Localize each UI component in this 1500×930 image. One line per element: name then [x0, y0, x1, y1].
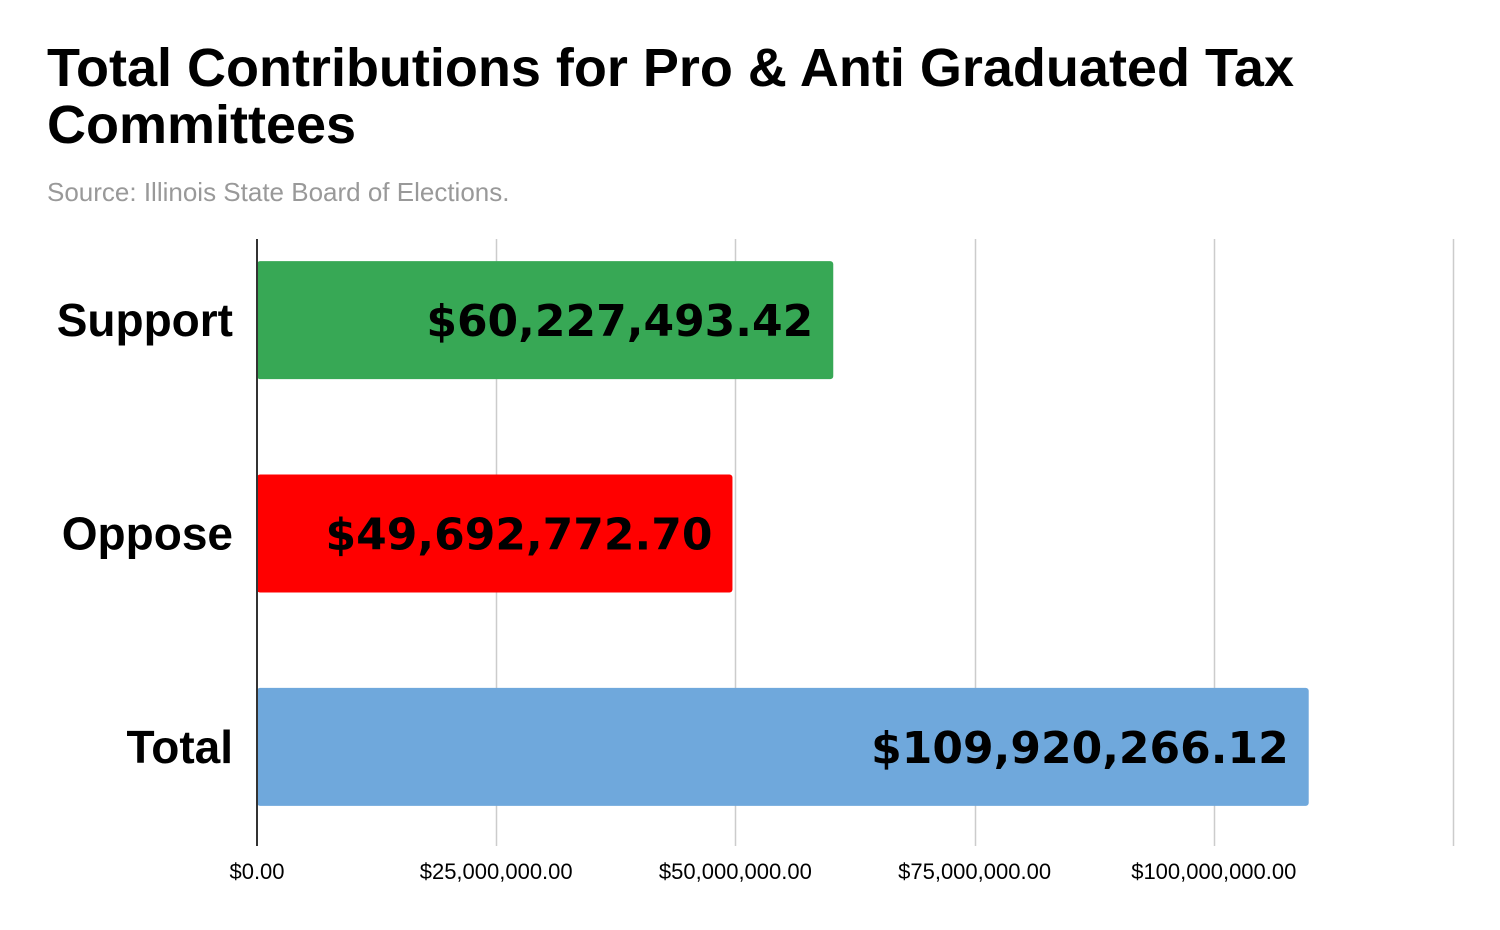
chart-title: Total Contributions for Pro & Anti Gradu…: [47, 38, 1294, 155]
category-label: Total: [127, 721, 233, 773]
category-label: Support: [57, 294, 233, 346]
data-label: $109,920,266.12: [871, 723, 1289, 774]
category-label: Oppose: [62, 508, 233, 560]
bar-support: [257, 261, 834, 380]
x-tick-label: $0.00: [229, 859, 284, 884]
bar-oppose: [257, 474, 733, 593]
x-tick-label: $25,000,000.00: [420, 859, 573, 884]
x-tick-label: $100,000,000.00: [1131, 859, 1296, 884]
x-tick-label: $50,000,000.00: [659, 859, 812, 884]
data-label: $49,692,772.70: [326, 510, 713, 561]
chart-subtitle: Source: Illinois State Board of Election…: [47, 177, 510, 207]
axes: $0.00 $25,000,000.00 $50,000,000.00 $75,000…: [57, 239, 1296, 884]
x-tick-label: $75,000,000.00: [898, 859, 1051, 884]
data-label: $60,227,493.42: [426, 296, 813, 347]
bars: $60,227,493.42 $49,692,772.70 $109,920,266…: [257, 261, 1309, 806]
bar-total: [257, 687, 1309, 806]
